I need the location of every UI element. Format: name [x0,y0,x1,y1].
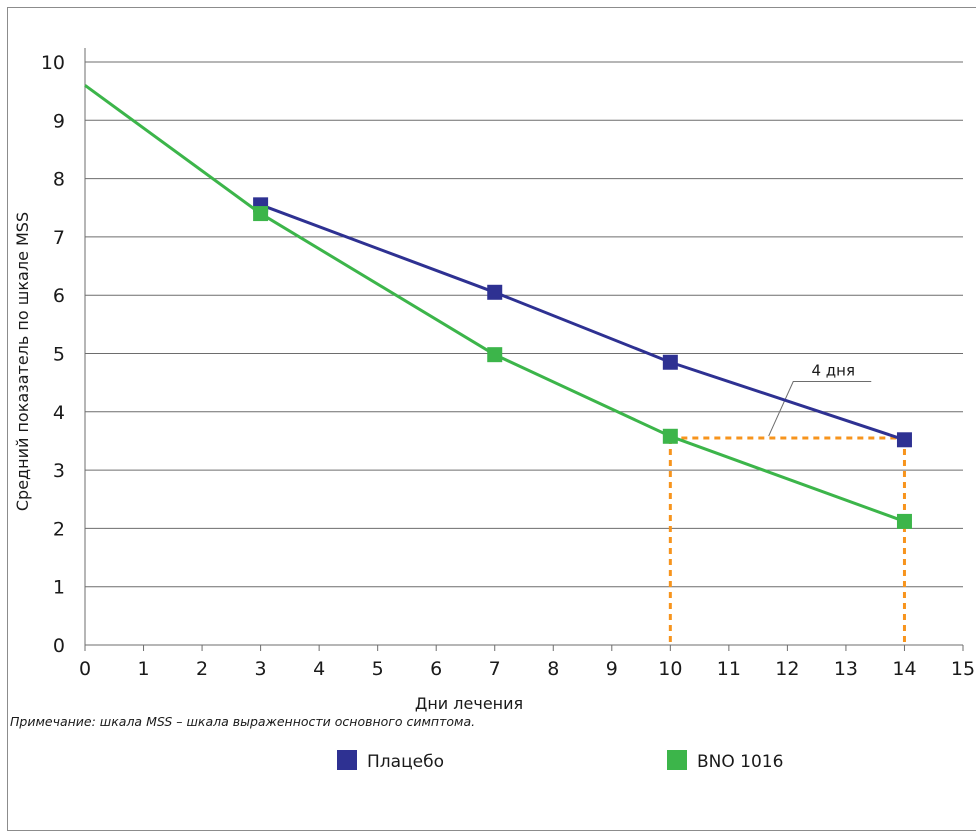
data-point-7 [487,284,503,300]
x-tick-label-0: 0 [79,658,91,680]
x-tick-label-11: 11 [717,658,741,680]
legend-label: Плацебо [367,752,444,772]
y-tick-label-6: 6 [53,285,65,307]
chart-frame [7,7,976,831]
x-axis-label: Дни лечения [415,694,523,713]
legend-swatch [667,750,687,770]
legend-swatch [337,750,357,770]
y-tick-label-10: 10 [41,52,65,74]
y-tick-label-0: 0 [53,635,65,657]
y-tick-label-9: 9 [53,110,65,132]
x-tick-label-5: 5 [372,658,384,680]
series-placebo [253,197,912,448]
legend-item-placebo: Плацебо [337,750,444,772]
x-tick-labels: 0 1 2 3 4 5 6 7 8 9 10 11 12 13 14 15 [79,658,975,680]
legend-label: BNO 1016 [697,752,783,772]
data-point-7 [487,347,503,363]
y-tick-label-3: 3 [53,460,65,482]
y-tick-label-5: 5 [53,344,65,366]
x-tick-label-15: 15 [951,658,975,680]
legend-item-bno-1016: BNO 1016 [667,750,783,772]
x-tick-label-4: 4 [313,658,325,680]
annotation-4-days: 4 дня [668,361,906,645]
y-tick-label-7: 7 [53,227,65,249]
annotation-label: 4 дня [811,361,855,379]
data-point-3 [253,206,269,222]
series-line [84,84,905,523]
y-axis-label: Средний показатель по шкале MSS [13,212,32,511]
data-point-10 [662,428,678,444]
x-tick-label-7: 7 [489,658,501,680]
legend: Плацебо BNO 1016 [337,750,783,772]
x-tick-label-14: 14 [892,658,916,680]
x-tick-label-2: 2 [196,658,208,680]
footnote: Примечание: шкала MSS – шкала выраженнос… [10,714,476,729]
y-tick-label-8: 8 [53,169,65,191]
axes [84,48,964,651]
x-tick-label-8: 8 [547,658,559,680]
series [84,84,912,529]
y-tick-label-4: 4 [53,402,65,424]
data-point-14 [896,513,912,529]
data-point-10 [662,354,678,370]
x-tick-label-3: 3 [255,658,267,680]
data-point-14 [896,432,912,448]
x-tick-label-10: 10 [658,658,682,680]
x-tick-label-6: 6 [430,658,442,680]
y-tick-label-2: 2 [53,518,65,540]
series-line [259,203,905,442]
x-tick-label-9: 9 [606,658,618,680]
grid-lines [85,61,963,588]
y-tick-labels: 0 1 2 3 4 5 6 7 8 9 10 [41,52,65,657]
x-tick-label-1: 1 [137,658,149,680]
series-bno-1016 [84,84,912,529]
annotation-leader-line [768,380,872,437]
y-tick-label-1: 1 [53,577,65,599]
x-tick-label-12: 12 [775,658,799,680]
x-tick-label-13: 13 [834,658,858,680]
